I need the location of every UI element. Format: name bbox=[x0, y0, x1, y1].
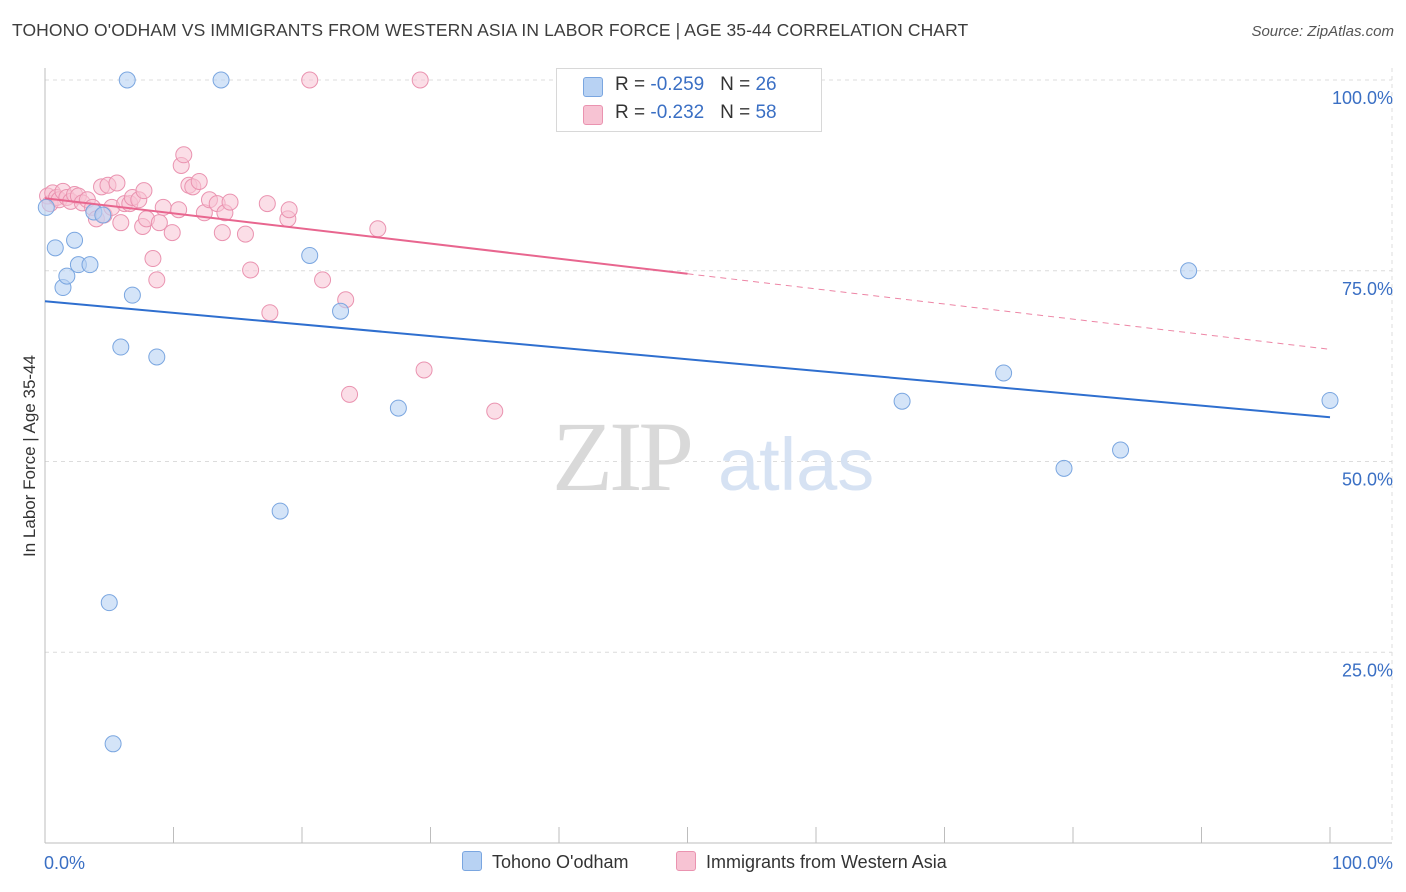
blue-data-point bbox=[148, 348, 166, 366]
legend-text-pink: R = -0.232 N = 58 bbox=[615, 102, 777, 124]
legend-swatch-pink bbox=[583, 105, 603, 125]
legend-n-label: N = bbox=[720, 74, 756, 95]
blue-data-point bbox=[100, 594, 118, 612]
legend-n-value: 58 bbox=[755, 102, 777, 123]
blue-data-point bbox=[893, 392, 911, 410]
series-legend-pink: Immigrants from Western Asia bbox=[676, 851, 947, 873]
blue-data-point bbox=[123, 286, 141, 304]
legend-r-value: -0.232 bbox=[650, 102, 705, 123]
blue-trend-line bbox=[44, 300, 1331, 419]
tick-labels: 25.0% 50.0% 75.0% 100.0% 0.0% 100.0% bbox=[44, 88, 1393, 873]
blue-data-point bbox=[301, 246, 319, 264]
blue-data-point bbox=[271, 502, 289, 520]
pink-data-point bbox=[108, 174, 126, 192]
pink-data-point bbox=[301, 71, 319, 89]
pink-data-point bbox=[280, 201, 298, 219]
legend-r-label: R = bbox=[615, 74, 651, 95]
pink-data-point bbox=[190, 172, 208, 190]
blue-data-point bbox=[81, 256, 99, 274]
blue-data-point bbox=[1112, 441, 1130, 459]
blue-data-point bbox=[46, 239, 64, 257]
legend-r-value: -0.259 bbox=[650, 74, 705, 95]
blue-data-point bbox=[104, 735, 122, 753]
series-swatch-blue bbox=[462, 851, 482, 871]
legend-r-label: R = bbox=[615, 102, 651, 123]
pink-data-point bbox=[175, 146, 193, 164]
blue-data-point bbox=[66, 231, 84, 249]
legend-n-label: N = bbox=[720, 102, 756, 123]
blue-data-point bbox=[58, 267, 76, 285]
blue-data-point bbox=[995, 364, 1013, 382]
y-tick-label: 100.0% bbox=[1332, 88, 1393, 108]
pink-trend-extension bbox=[687, 273, 1331, 350]
blue-data-point bbox=[212, 71, 230, 89]
blue-data-point bbox=[332, 302, 350, 320]
series-name-pink: Immigrants from Western Asia bbox=[706, 852, 947, 872]
pink-data-point bbox=[486, 402, 504, 420]
series-swatch-pink bbox=[676, 851, 696, 871]
watermark: ZIP atlas bbox=[552, 401, 874, 512]
y-tick-label: 25.0% bbox=[1342, 660, 1393, 680]
blue-data-point bbox=[112, 338, 130, 356]
pink-data-point bbox=[341, 385, 359, 403]
source-credit: Source: ZipAtlas.com bbox=[1251, 23, 1394, 40]
watermark-atlas: atlas bbox=[718, 423, 874, 506]
pink-data-point bbox=[213, 224, 231, 242]
legend-text-blue: R = -0.259 N = 26 bbox=[615, 74, 777, 96]
x-tick-label: 100.0% bbox=[1332, 853, 1393, 873]
watermark-zip: ZIP bbox=[552, 401, 690, 512]
pink-data-point bbox=[369, 220, 387, 238]
pink-data-point bbox=[144, 250, 162, 268]
pink-data-point bbox=[314, 271, 332, 289]
pink-data-point bbox=[135, 182, 153, 200]
legend-swatch-blue bbox=[583, 77, 603, 97]
grid-layer bbox=[45, 68, 1393, 843]
legend-n-value: 26 bbox=[755, 74, 777, 95]
pink-data-point bbox=[221, 193, 239, 211]
pink-data-point bbox=[415, 361, 433, 379]
blue-data-point bbox=[118, 71, 136, 89]
pink-data-point bbox=[112, 214, 130, 232]
series-legend-blue: Tohono O'odham bbox=[462, 851, 629, 873]
pink-points bbox=[39, 71, 504, 420]
blue-data-point bbox=[1180, 262, 1198, 280]
blue-data-point bbox=[1055, 459, 1073, 477]
blue-points bbox=[37, 71, 1339, 753]
pink-data-point bbox=[258, 195, 276, 213]
y-tick-label: 50.0% bbox=[1342, 470, 1393, 490]
blue-data-point bbox=[389, 399, 407, 417]
correlation-legend: R = -0.259 N = 26 R = -0.232 N = 58 bbox=[556, 68, 822, 132]
x-tick-label: 0.0% bbox=[44, 853, 85, 873]
chart-title: TOHONO O'ODHAM VS IMMIGRANTS FROM WESTER… bbox=[12, 20, 969, 40]
pink-data-point bbox=[261, 304, 279, 322]
pink-trend-line bbox=[44, 197, 688, 275]
series-name-blue: Tohono O'odham bbox=[492, 852, 629, 872]
blue-data-point bbox=[37, 198, 55, 216]
y-tick-label: 75.0% bbox=[1342, 279, 1393, 299]
blue-data-point bbox=[1321, 391, 1339, 409]
pink-data-point bbox=[163, 224, 181, 242]
pink-data-point bbox=[411, 71, 429, 89]
trend-layer bbox=[44, 197, 1331, 419]
blue-data-point bbox=[94, 206, 112, 224]
pink-data-point bbox=[236, 225, 254, 243]
pink-data-point bbox=[242, 261, 260, 279]
pink-data-point bbox=[148, 271, 166, 289]
